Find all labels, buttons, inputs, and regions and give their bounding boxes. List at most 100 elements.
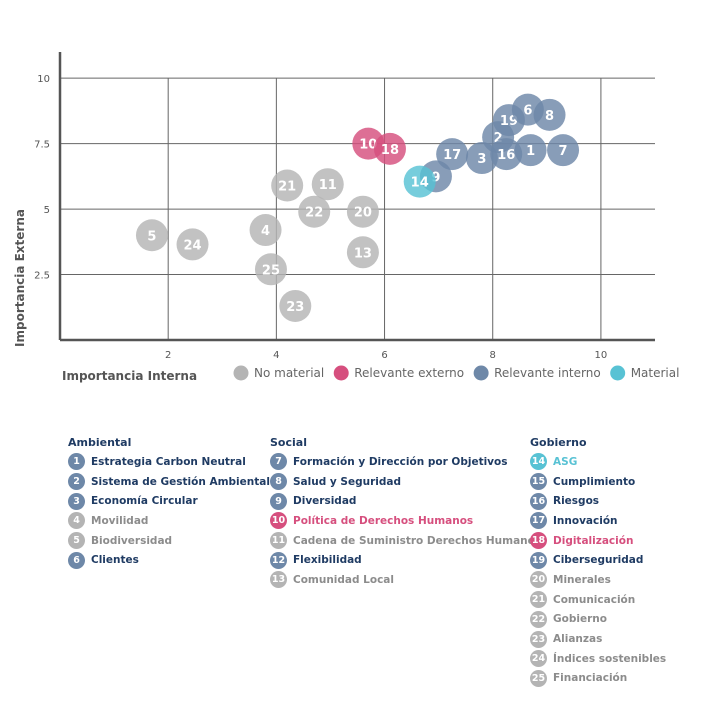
item-label: Estrategia Carbon Neutral (91, 455, 246, 468)
bubble-circle (547, 134, 580, 167)
bubble-label: 16 (497, 148, 515, 163)
bubble-label: 6 (523, 104, 532, 119)
bubble-11: 11 (311, 168, 344, 201)
bubble-24: 24 (176, 228, 209, 261)
item-number-badge: 14 (530, 453, 547, 471)
item-label: Riesgos (553, 495, 600, 508)
list-item: 10 Política de Derechos Humanos (270, 511, 541, 531)
item-label: Movilidad (91, 514, 149, 527)
bubble-label: 25 (262, 263, 280, 278)
bubble-label: 22 (305, 206, 323, 221)
list-item: 19 Ciberseguridad (530, 550, 666, 570)
item-number-badge: 18 (530, 532, 547, 550)
x-tick-label: 2 (165, 350, 171, 361)
bubble-circle (298, 195, 331, 228)
list-item: 2 Sistema de Gestión Ambiental (68, 472, 270, 492)
bubble-circle (514, 134, 547, 167)
bubble-label: 10 (359, 138, 377, 153)
list-item: 22 Gobierno (530, 610, 666, 630)
item-number-badge: 5 (68, 532, 85, 550)
bubble-label: 2 (494, 131, 503, 146)
bubble-20: 20 (346, 195, 379, 228)
list-item: 14 ASG (530, 452, 666, 472)
bubble-circle (279, 289, 312, 322)
item-label: Digitalización (553, 534, 634, 547)
bubble-23: 23 (279, 289, 312, 322)
chart-legend: No material Relevante externo Relevante in… (233, 365, 679, 381)
x-tick-label: 8 (490, 350, 496, 361)
list-item: 9 Diversidad (270, 491, 541, 511)
bubble-21: 21 (271, 169, 304, 202)
x-tick-label: 4 (273, 350, 279, 361)
bubble-17: 17 (436, 138, 469, 171)
legend-marker-material (610, 365, 626, 381)
x-tick-label: 6 (381, 350, 387, 361)
item-label: Sistema de Gestión Ambiental (91, 475, 270, 488)
item-number-badge: 19 (530, 551, 547, 569)
legend-marker-no-material (233, 365, 249, 381)
bubble-label: 13 (354, 246, 372, 261)
item-number-badge: 24 (530, 650, 547, 668)
bubble-13: 13 (346, 236, 379, 269)
item-number-badge: 15 (530, 473, 547, 491)
item-number-badge: 9 (270, 492, 287, 510)
list-item: 24 Índices sostenibles (530, 649, 666, 669)
list-item: 5 Biodiversidad (68, 531, 270, 551)
item-label: Comunicación (553, 593, 636, 606)
bubble-label: 3 (477, 152, 486, 167)
list-item: 1 Estrategia Carbon Neutral (68, 452, 270, 472)
bubble-1: 1 (514, 134, 547, 167)
item-number-badge: 6 (68, 551, 85, 569)
category-list: 7 Formación y Dirección por Objetivos 8 Sal… (270, 452, 541, 590)
list-item: 8 Salud y Seguridad (270, 472, 541, 492)
list-item: 4 Movilidad (68, 511, 270, 531)
y-tick-label: 5 (44, 205, 50, 216)
item-number-badge: 25 (530, 669, 547, 687)
y-axis-title: Importancia Externa (13, 209, 27, 347)
item-label: Cadena de Suministro Derechos Humanos (293, 534, 542, 547)
item-label: Clientes (91, 554, 139, 567)
item-number-badge: 22 (530, 610, 547, 628)
legend-label: Relevante interno (494, 366, 601, 380)
list-item: 20 Minerales (530, 570, 666, 590)
item-label: Salud y Seguridad (293, 475, 401, 488)
category-list: 1 Estrategia Carbon Neutral 2 Sistema de Ge… (68, 452, 270, 570)
bubble-5: 5 (135, 219, 168, 252)
bubble-label: 4 (261, 224, 270, 239)
list-item: 21 Comunicación (530, 590, 666, 610)
item-number-badge: 17 (530, 512, 547, 530)
bubble-22: 22 (298, 195, 331, 228)
item-label: Innovación (553, 514, 618, 527)
bubble-circle (176, 228, 209, 261)
bubble-label: 8 (545, 109, 554, 124)
category-title-ambiental: Ambiental (68, 436, 132, 449)
item-number-badge: 4 (68, 512, 85, 530)
bubble-label: 24 (183, 238, 201, 253)
bubble-circle (254, 253, 287, 286)
item-label: Flexibilidad (293, 554, 362, 567)
item-label: Índices sostenibles (553, 652, 667, 665)
item-label: Economía Circular (91, 495, 198, 508)
list-item: 15 Cumplimiento (530, 472, 666, 492)
bubble-25: 25 (254, 253, 287, 286)
list-item: 12 Flexibilidad (270, 550, 541, 570)
x-tick-label: 10 (595, 350, 608, 361)
list-item: 3 Economía Circular (68, 491, 270, 511)
bubble-label: 17 (443, 148, 461, 163)
item-number-badge: 23 (530, 630, 547, 648)
bubble-circle (346, 195, 379, 228)
bubble-circle (271, 169, 304, 202)
item-label: Política de Derechos Humanos (293, 514, 474, 527)
item-label: Financiación (553, 672, 628, 685)
bubble-circle (346, 236, 379, 269)
bubble-circle (249, 214, 282, 247)
bubble-label: 18 (381, 143, 399, 158)
bubble-4: 4 (249, 214, 282, 247)
bubble-label: 11 (319, 178, 337, 193)
list-item: 17 Innovación (530, 511, 666, 531)
item-label: Minerales (553, 573, 611, 586)
list-item: 18 Digitalización (530, 531, 666, 551)
item-number-badge: 10 (270, 512, 287, 530)
